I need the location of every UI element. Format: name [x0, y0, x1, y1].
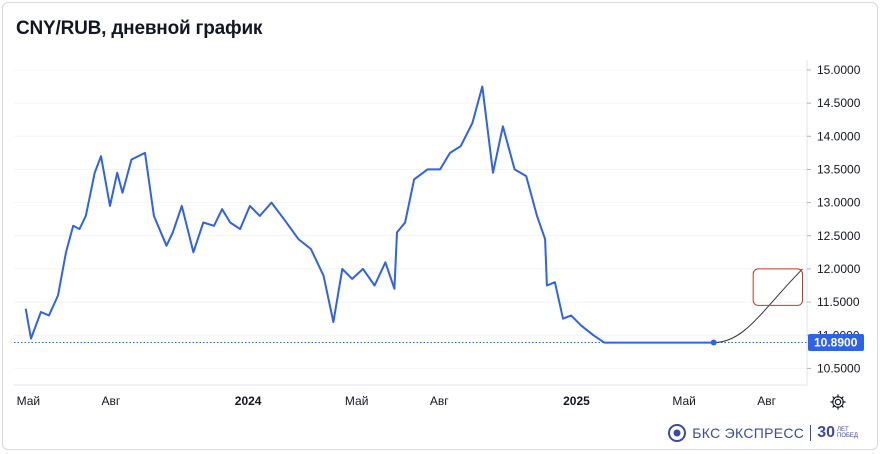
x-tick-label: Авг [757, 394, 776, 408]
last-value-label: 10.8900 [808, 334, 864, 352]
price-series-line [24, 85, 714, 344]
bks-logo-icon [668, 424, 687, 442]
gridlines [14, 69, 807, 369]
x-tick-label: Май [345, 394, 369, 408]
anniversary-mark: 30 ЛЕТ ПОБЕД [817, 424, 858, 442]
y-tick-label: 12.5000 [817, 229, 861, 243]
y-tick-label: 14.0000 [817, 129, 861, 143]
anniversary-text-2: ПОБЕД [837, 433, 858, 439]
forecast-target-box [752, 268, 804, 306]
anniversary-number: 30 [817, 424, 836, 441]
forecast-curve [713, 268, 803, 344]
x-tick-label: Авг [101, 394, 120, 408]
brand-name: БКС ЭКСПРЕСС [692, 425, 805, 441]
y-tick-label: 10.5000 [817, 361, 861, 375]
x-tick-label: Май [672, 394, 696, 408]
chart-title: CNY/RUB, дневной график [16, 18, 263, 39]
y-tick-label: 12.0000 [817, 262, 861, 276]
y-tick-label: 11.5000 [817, 295, 860, 309]
brand-divider [810, 425, 812, 441]
last-value-label-bg [808, 334, 864, 352]
brand-footer: БКС ЭКСПРЕСС 30 ЛЕТ ПОБЕД [668, 424, 858, 442]
anniversary-text-1: ЛЕТ [837, 427, 849, 433]
gear-icon[interactable] [829, 393, 847, 411]
x-tick-label: 2024 [235, 394, 262, 408]
y-tick-label: 14.5000 [817, 96, 861, 110]
y-axis: 10.500011.000011.500012.000012.500013.00… [807, 63, 861, 375]
x-tick-label: 2025 [563, 394, 590, 408]
y-tick-label: 15.0000 [817, 63, 861, 77]
x-tick-label: Авг [430, 394, 449, 408]
last-value-label-text: 10.8900 [814, 336, 858, 350]
x-tick-label: Май [17, 394, 41, 408]
y-tick-label: 13.0000 [817, 196, 861, 210]
y-tick-label: 13.5000 [817, 162, 861, 176]
x-axis: Май Авг 2024 Май Авг 2025 Май Авг [17, 394, 777, 408]
last-price-dot [710, 339, 717, 346]
